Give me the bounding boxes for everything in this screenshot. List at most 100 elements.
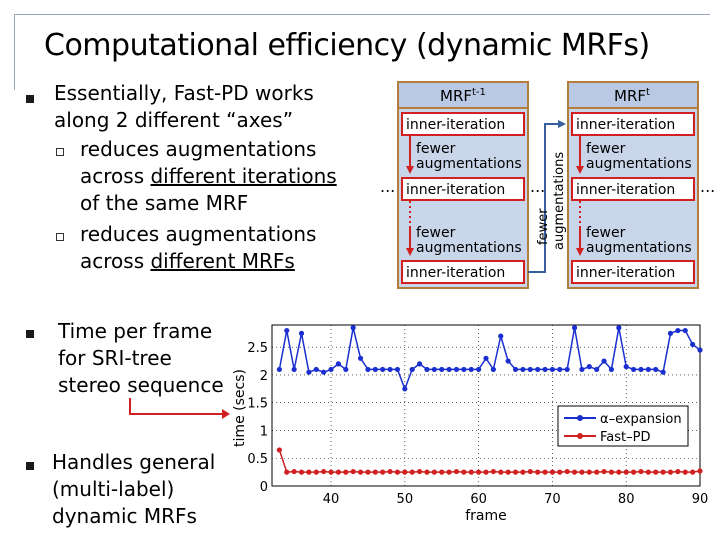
left-iteration-2: inner-iteration [406, 182, 505, 198]
data-point-0 [321, 369, 327, 375]
left-augmentations-2: augmentations [416, 240, 522, 256]
data-point-1 [645, 469, 651, 475]
data-point-1 [476, 469, 482, 475]
data-point-1 [690, 469, 696, 475]
bullet2-line1: Time per frame [58, 319, 213, 343]
data-point-0 [527, 366, 533, 373]
data-point-1 [387, 468, 393, 475]
x-tick-label: 70 [544, 492, 561, 507]
data-point-0 [402, 386, 408, 392]
legend-entry-fast-pd: Fast–PD [600, 430, 650, 445]
data-point-1 [586, 469, 592, 475]
x-axis-label: frame [465, 508, 507, 524]
data-point-0 [409, 366, 415, 373]
data-point-1 [446, 469, 452, 475]
left-augmentations-1: augmentations [416, 156, 522, 172]
data-point-0 [387, 366, 393, 373]
series-line-1 [278, 449, 701, 473]
bullet3-line1: Handles general [52, 450, 216, 474]
data-point-0 [542, 366, 548, 373]
data-point-1 [380, 469, 386, 475]
data-point-0 [638, 366, 644, 373]
mrf-left-header: MRFt-1 [440, 87, 486, 105]
data-point-1 [697, 468, 703, 474]
data-point-0 [586, 364, 592, 370]
legend: α–expansion Fast–PD [557, 405, 689, 447]
data-point-1 [439, 469, 445, 475]
sub-bullet-square [56, 233, 64, 241]
data-point-0 [675, 327, 681, 334]
right-fewer-2: fewer [586, 225, 626, 241]
data-point-0 [350, 325, 356, 331]
sub1-line2-underlined: different iterations [150, 164, 337, 188]
bullet2-line2: for SRI-tree [58, 346, 172, 370]
bullet3-line3: dynamic MRFs [52, 504, 197, 528]
data-point-0 [431, 366, 437, 373]
data-point-0 [498, 333, 504, 339]
y-tick-label: 2 [260, 369, 268, 384]
data-point-1 [579, 469, 585, 475]
data-point-0 [690, 341, 696, 348]
data-point-0 [505, 358, 511, 364]
y-tick-label: 2.5 [247, 341, 268, 356]
data-point-0 [645, 366, 651, 373]
data-point-0 [483, 355, 489, 361]
data-point-1 [616, 469, 622, 475]
right-augmentations-2: augmentations [586, 240, 692, 256]
bullet1-line1: Essentially, Fast-PD works [54, 81, 314, 105]
sub2-line1: reduces augmentations [80, 222, 317, 246]
data-point-0 [571, 325, 578, 331]
legend-entry-alpha-expansion: α–expansion [600, 412, 682, 427]
left-fewer-2: fewer [416, 225, 456, 241]
slide-frame-corner [14, 14, 710, 90]
data-point-0 [276, 366, 282, 373]
data-point-0 [291, 366, 297, 373]
data-point-1 [667, 469, 674, 475]
data-point-0 [298, 330, 305, 336]
data-point-0 [623, 364, 629, 370]
data-point-1 [608, 469, 615, 475]
data-point-1 [306, 469, 312, 475]
between-mrf-arrow [528, 120, 566, 273]
data-point-1 [431, 469, 437, 475]
right-ellipsis: ... [700, 177, 715, 196]
data-point-1 [630, 469, 637, 475]
data-point-0 [357, 355, 364, 361]
data-point-0 [380, 366, 386, 373]
data-point-1 [483, 469, 489, 475]
data-point-0 [424, 366, 430, 373]
slide-title: Computational efficiency (dynamic MRFs) [44, 28, 650, 63]
data-point-0 [284, 327, 290, 334]
data-point-0 [549, 366, 556, 373]
data-point-1 [535, 469, 541, 475]
data-point-0 [682, 327, 688, 334]
data-point-1 [291, 468, 297, 475]
data-point-1 [542, 469, 548, 475]
data-point-1 [498, 469, 504, 475]
left-fewer-1: fewer [416, 141, 456, 157]
data-point-0 [453, 366, 460, 373]
data-point-0 [667, 330, 674, 336]
data-point-1 [682, 469, 688, 475]
data-point-0 [476, 366, 482, 373]
bullet-square [26, 330, 34, 338]
data-point-0 [343, 366, 349, 373]
y-tick-label: 1 [260, 424, 268, 439]
data-point-1 [335, 469, 342, 475]
x-tick-label: 80 [618, 492, 635, 507]
data-point-1 [372, 469, 378, 475]
data-point-1 [298, 469, 305, 475]
y-tick-label: 0 [260, 480, 268, 495]
data-point-1 [594, 469, 600, 475]
data-point-1 [557, 469, 563, 475]
mrf-right-panel: MRFt inner-iteration fewer augmentations… [567, 81, 699, 289]
sub1-line2-prefix: across [80, 164, 151, 188]
bullet-square [26, 462, 34, 470]
data-point-1 [416, 468, 423, 475]
data-point-1 [564, 468, 570, 475]
data-point-0 [335, 361, 342, 367]
data-point-1 [653, 469, 659, 475]
data-point-1 [468, 469, 474, 475]
vertical-label-fewer: fewer [536, 208, 551, 245]
